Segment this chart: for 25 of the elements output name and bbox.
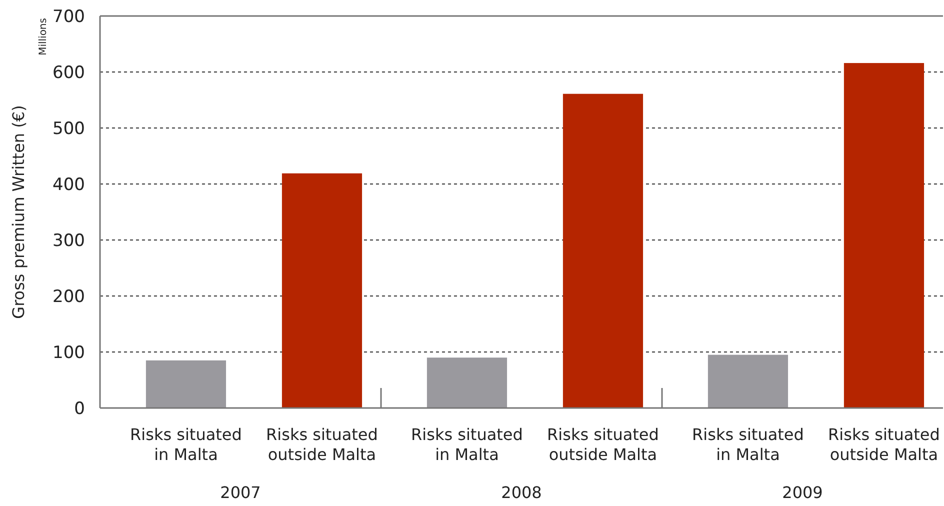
y-tick-label: 600: [52, 62, 85, 83]
x-tick-label: 2008: [501, 483, 542, 502]
bar: [844, 63, 924, 408]
y-axis-title: Gross premium Written (€): [9, 105, 28, 319]
series-label: Risks situated in Malta: [130, 425, 242, 464]
text: Risks situated in Malta: [692, 425, 804, 464]
y-tick-label: 100: [52, 342, 85, 363]
bar: [282, 173, 362, 408]
y-tick-label: 500: [52, 118, 85, 139]
bar: [146, 360, 226, 408]
x-tick-label: 2007: [220, 483, 261, 502]
text: Risks situated in Malta: [411, 425, 523, 464]
text: Risks situated outside Malta: [547, 425, 659, 464]
bar: [426, 358, 508, 408]
y-tick-label: 300: [52, 230, 85, 251]
y-tick-label: 0: [74, 398, 85, 419]
x-tick-label: 2009: [782, 483, 823, 502]
series-label: Risks situated outside Malta: [266, 425, 378, 464]
y-tick-label: 400: [52, 174, 85, 195]
text: Risks situated outside Malta: [828, 425, 940, 464]
y-tick-label: 200: [52, 286, 85, 307]
text: Millions: [38, 18, 49, 56]
bar: [562, 94, 644, 408]
bar: [708, 354, 788, 408]
y-tick-label: 700: [52, 6, 85, 27]
